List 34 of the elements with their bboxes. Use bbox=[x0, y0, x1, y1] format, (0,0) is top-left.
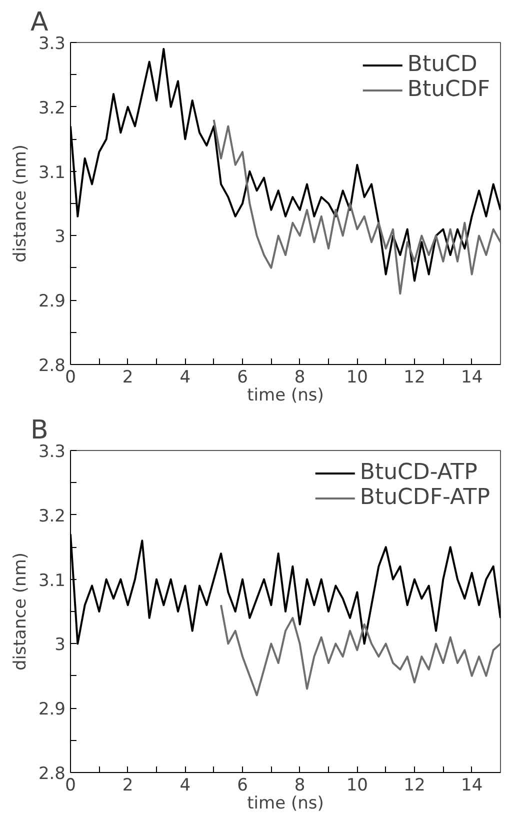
x-tick-label: 2 bbox=[122, 776, 134, 796]
y-tick-label: 3.1 bbox=[38, 162, 66, 183]
y-axis-title: distance (nm) bbox=[10, 552, 30, 671]
x-tick-label: 0 bbox=[65, 368, 76, 388]
y-tick-label: 3.2 bbox=[38, 98, 66, 118]
y-tick-label: 2.8 bbox=[38, 356, 66, 376]
legend-label: BtuCD bbox=[407, 52, 478, 77]
x-tick-label: 10 bbox=[346, 776, 368, 796]
x-tick-label: 4 bbox=[180, 776, 191, 796]
x-tick-label: 12 bbox=[404, 368, 426, 388]
x-tick-label: 12 bbox=[404, 776, 426, 796]
x-tick-label: 14 bbox=[461, 776, 483, 796]
x-tick-label: 14 bbox=[461, 368, 483, 388]
y-tick-label: 2.9 bbox=[38, 292, 66, 312]
x-tick-label: 10 bbox=[346, 368, 368, 388]
x-tick-label: 6 bbox=[237, 368, 248, 388]
x-axis-title: time (ns) bbox=[247, 794, 324, 814]
y-tick-label: 2.9 bbox=[38, 700, 66, 720]
legend-label: BtuCDF bbox=[407, 77, 490, 102]
x-tick-label: 0 bbox=[65, 776, 76, 796]
x-tick-label: 4 bbox=[180, 368, 191, 388]
y-tick-label: 3.2 bbox=[38, 506, 66, 526]
x-tick-label: 2 bbox=[122, 368, 134, 388]
x-tick-label: 6 bbox=[237, 776, 248, 796]
y-tick-label: 2.8 bbox=[38, 764, 66, 784]
x-tick-label: 8 bbox=[294, 368, 306, 388]
y-axis-title: distance (nm) bbox=[10, 144, 30, 263]
x-tick-label: 8 bbox=[294, 776, 306, 796]
y-tick-label: 3 bbox=[54, 227, 66, 248]
legend-label: BtuCD-ATP bbox=[360, 460, 478, 485]
x-axis-title: time (ns) bbox=[247, 386, 324, 406]
legend-label: BtuCDF-ATP bbox=[360, 485, 490, 510]
y-tick-label: 3 bbox=[54, 635, 66, 656]
y-tick-label: 3.1 bbox=[38, 570, 66, 591]
